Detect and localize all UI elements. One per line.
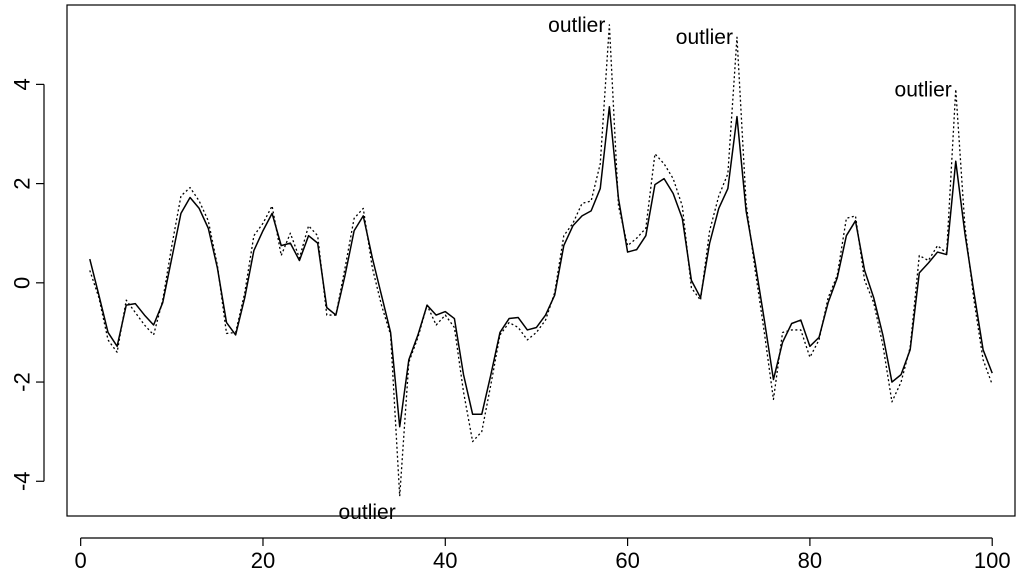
- x-tick-label: 60: [615, 548, 639, 573]
- x-tick-label: 100: [974, 548, 1011, 573]
- y-tick-label: 2: [10, 177, 35, 189]
- y-axis: -4 -2 0 2 4: [10, 78, 45, 491]
- x-axis: 0 20 40 60 80 100: [75, 537, 1011, 573]
- y-tick-label: 0: [10, 277, 35, 289]
- outlier-annotation: outlier: [895, 78, 952, 101]
- outlier-annotation: outlier: [548, 14, 605, 37]
- series-line-solid: [89, 105, 993, 428]
- y-tick-label: -2: [10, 372, 35, 392]
- series-layer: [89, 24, 993, 497]
- series-line-dotted: [89, 24, 993, 497]
- y-tick-label: 4: [10, 78, 35, 90]
- annotation-layer: outlier outlier outlier outlier: [339, 14, 952, 524]
- plot-frame: [66, 4, 1016, 517]
- y-tick-label: -4: [10, 471, 35, 491]
- outlier-annotation: outlier: [339, 501, 396, 524]
- x-tick-label: 80: [798, 548, 822, 573]
- x-tick-label: 40: [433, 548, 457, 573]
- outlier-annotation: outlier: [676, 26, 733, 49]
- x-tick-label: 20: [251, 548, 275, 573]
- x-tick-label: 0: [75, 548, 87, 573]
